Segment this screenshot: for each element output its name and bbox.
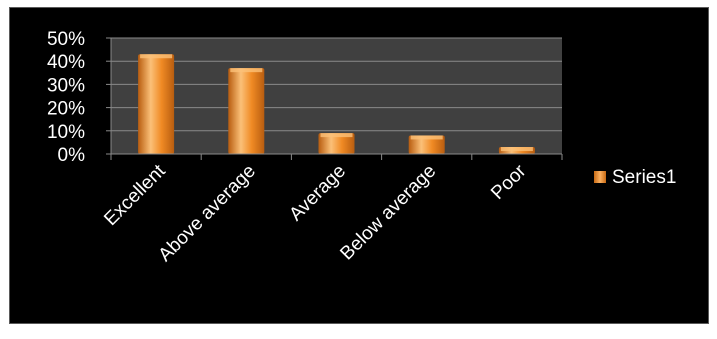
y-tick-label: 20% [47, 99, 85, 120]
legend: Series1 [594, 167, 676, 188]
x-tick-label: Above average [155, 161, 260, 266]
bar [318, 133, 355, 154]
bar [408, 135, 445, 154]
y-tick-label: 40% [47, 52, 85, 73]
x-tick-label: Average [285, 161, 350, 226]
x-tick-label: Poor [487, 160, 531, 204]
bars [138, 54, 535, 154]
bar-highlight [320, 133, 353, 138]
bar-highlight [230, 68, 263, 73]
y-tick-labels: 0%10%20% 30%40%50% [47, 29, 85, 166]
bar [228, 68, 265, 154]
legend-swatch [594, 171, 606, 183]
bar-highlight [140, 54, 173, 59]
y-tick-label: 0% [58, 145, 86, 166]
gridlines [111, 37, 562, 132]
legend-label: Series1 [612, 167, 676, 188]
bar-highlight [410, 135, 443, 140]
x-tick-label: Below average [337, 161, 441, 265]
y-tick-label: 10% [47, 122, 85, 143]
y-tick-label: 30% [47, 75, 85, 96]
y-tick-label: 50% [47, 29, 85, 50]
x-tick-label: Excellent [100, 160, 170, 230]
bar-highlight [500, 147, 533, 152]
bar [138, 54, 175, 154]
axes [106, 37, 563, 160]
chart-area: 0% 10% 20% 30% 40% 50% Excellent Above average… [9, 7, 709, 324]
